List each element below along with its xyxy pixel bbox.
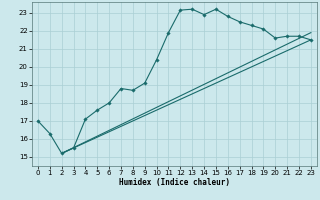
X-axis label: Humidex (Indice chaleur): Humidex (Indice chaleur): [119, 178, 230, 187]
